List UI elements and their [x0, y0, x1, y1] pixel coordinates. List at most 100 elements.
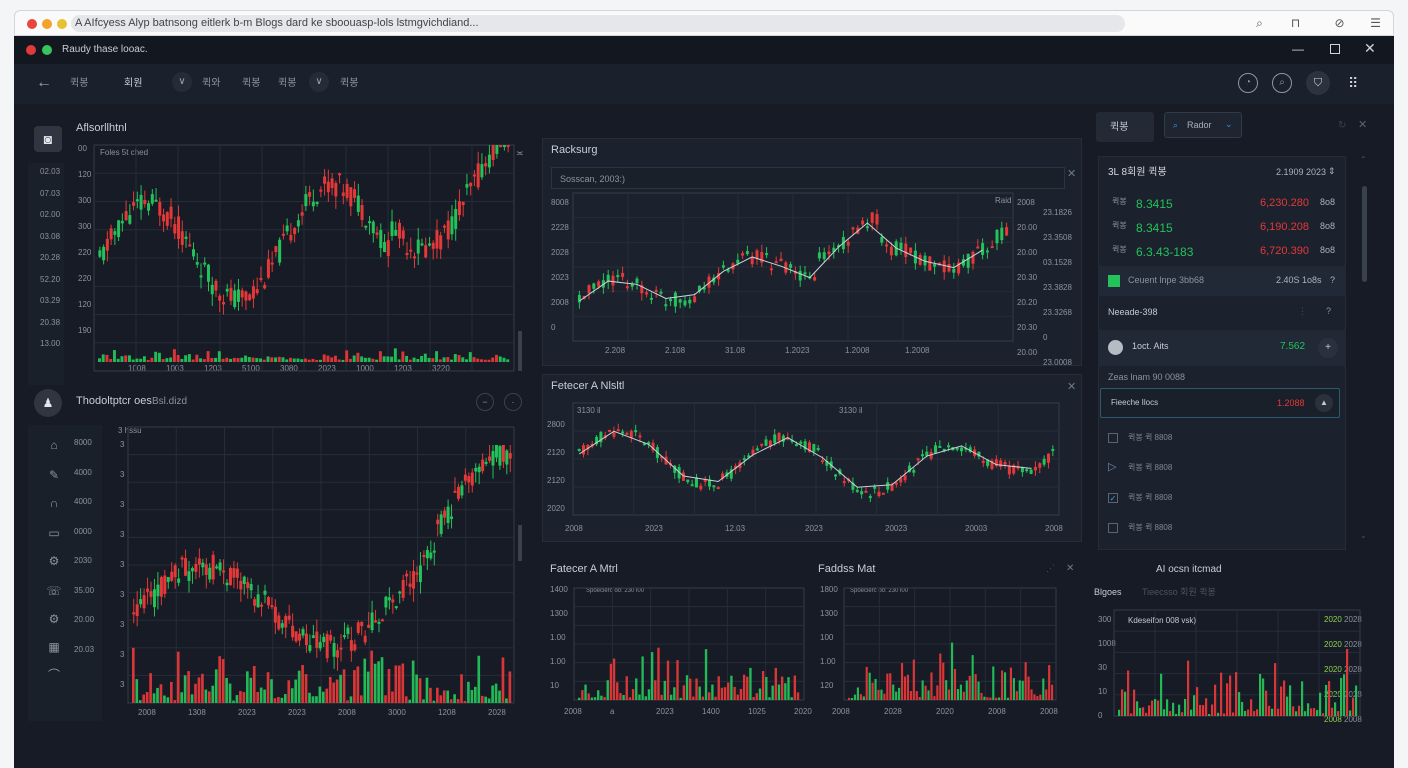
checkbox-1[interactable] [1108, 433, 1118, 443]
candle [885, 244, 889, 247]
share-icon[interactable]: ⊘ [1334, 16, 1345, 30]
volume-bar-chart[interactable] [812, 558, 1082, 722]
more-icon[interactable]: ⋰ [1046, 563, 1055, 573]
sort-icon[interactable]: ⇕ [1328, 166, 1336, 176]
alert-input[interactable]: Fieeche Ilocs 1.2088 ▲ [1100, 388, 1340, 418]
address-bar[interactable]: A AIfcyess Alyp batnsong eitlerk b-m Blo… [71, 15, 1125, 32]
play-icon[interactable]: ▷ [1108, 461, 1117, 473]
summary-row[interactable]: Ceuent lnpe 3bb68 2.40S 1o8s ? [1098, 266, 1346, 296]
add-icon[interactable]: + [1318, 338, 1338, 358]
volume-bar [874, 678, 877, 700]
volume-bar [1277, 708, 1280, 716]
minimize-icon[interactable]: — [1292, 42, 1304, 56]
candlestick-chart[interactable] [543, 375, 1083, 543]
close-icon[interactable]: ✕ [1067, 381, 1077, 393]
collapse-icon[interactable]: ≍ [516, 148, 524, 158]
bag-icon[interactable]: ▭ [48, 526, 60, 540]
headset-icon[interactable]: ∩ [49, 496, 59, 510]
candlestick-volume-chart[interactable] [28, 385, 528, 721]
volume-bar [370, 650, 374, 703]
candle [436, 519, 440, 525]
grid-menu-icon[interactable]: ⠿ [1348, 75, 1359, 91]
volume-bar [176, 651, 180, 703]
gear-icon[interactable]: ⚙ [48, 612, 60, 626]
search-icon[interactable]: ⌕ [1256, 16, 1263, 30]
menu-icon[interactable]: ☰ [1370, 16, 1381, 30]
alert-row[interactable]: 1oct. Aits 7.562 + [1098, 330, 1346, 366]
tab-watchlist[interactable]: 퀵봉 [1096, 112, 1154, 142]
volume-bar [142, 694, 146, 703]
bookmark-icon[interactable]: ⊓ [1290, 16, 1301, 30]
toolbar-item-2[interactable]: 회원 [124, 78, 143, 89]
candle [277, 615, 281, 630]
candle [192, 249, 196, 257]
back-arrow-icon[interactable]: ← [36, 74, 52, 91]
candle [816, 447, 820, 451]
minus-icon[interactable]: − [476, 393, 494, 411]
scroll-down-icon[interactable]: ⌄ [1360, 531, 1367, 540]
bell-icon[interactable]: ♟ [34, 389, 62, 417]
candle [686, 479, 690, 483]
close-dot[interactable] [27, 19, 37, 29]
candlestick-chart[interactable] [543, 139, 1083, 367]
settings-icon[interactable]: ⚙ [48, 554, 60, 568]
volume-bar-chart[interactable] [542, 558, 812, 722]
scrollbar[interactable]: ⌃ ⌄ [1360, 156, 1370, 550]
help-icon[interactable]: ? [1326, 306, 1332, 316]
more-icon[interactable]: ⋮ [1298, 306, 1307, 316]
scroll-thumb[interactable] [1362, 186, 1367, 282]
app-close-dot[interactable] [26, 45, 36, 55]
chevron-down-icon[interactable]: ∨ [172, 72, 192, 92]
candle [929, 452, 933, 459]
minimize-dot[interactable] [42, 19, 52, 29]
checkbox-4[interactable] [1108, 523, 1118, 533]
pen-icon[interactable]: ✎ [48, 468, 60, 482]
filter-input[interactable]: Sosscan, 2003:) [551, 167, 1065, 189]
volume-bar [297, 670, 301, 703]
tick-label: 2008 [1344, 715, 1362, 724]
maximize-icon[interactable] [1330, 44, 1340, 54]
candle [184, 236, 188, 239]
refresh-icon[interactable]: ↻ [1338, 120, 1347, 131]
candle [649, 297, 653, 300]
candlestick-chart[interactable] [28, 115, 528, 385]
shield-icon[interactable]: ⛉ [1306, 71, 1330, 95]
app-zoom-dot[interactable] [42, 45, 52, 55]
toolbar-item-4[interactable]: 퀵봉 [242, 78, 261, 89]
volume-bar [676, 660, 679, 700]
volume-bar [307, 359, 311, 362]
candle [135, 199, 139, 202]
info-icon[interactable]: ? [1330, 275, 1336, 285]
volume-bar [1214, 684, 1217, 716]
warning-icon[interactable]: ▲ [1315, 394, 1333, 412]
close-icon[interactable]: ✕ [1358, 119, 1368, 131]
checkbox-3[interactable]: ✓ [1108, 493, 1118, 503]
phone-icon[interactable]: ☏ [46, 584, 62, 598]
toolbar-item-1[interactable]: 퀵봉 [70, 78, 89, 89]
user-icon[interactable]: ⌒ [47, 668, 60, 682]
home-icon[interactable]: ⌂ [50, 438, 58, 452]
camera-icon[interactable]: ◙ [34, 126, 62, 152]
close-icon[interactable]: ✕ [1364, 40, 1376, 56]
close-icon[interactable]: ✕ [1066, 563, 1075, 574]
tick-label: 2020 [1324, 665, 1342, 674]
chart-icon[interactable]: ▦ [48, 640, 60, 654]
candle [301, 629, 305, 636]
settings-icon[interactable]: · [504, 393, 522, 411]
volume-bar [983, 696, 986, 700]
search-icon[interactable]: ⌕ [1272, 73, 1292, 93]
scroll-up-icon[interactable]: ⌃ [1360, 155, 1367, 164]
candle [721, 473, 725, 479]
candle [239, 580, 243, 590]
source-select[interactable]: ⌕ Rador ⌄ [1164, 112, 1242, 138]
maximize-dot[interactable] [57, 19, 67, 29]
toolbar-item-6[interactable]: 퀵봉 [340, 78, 359, 89]
toolbar-item-3[interactable]: 퀵와 [202, 78, 221, 89]
close-icon[interactable]: ✕ [1067, 168, 1077, 180]
clock-icon[interactable]: ◔ [1238, 73, 1258, 93]
toolbar-item-5[interactable]: 퀵봉 [278, 78, 297, 89]
candle [508, 453, 512, 459]
volume-bar-chart[interactable] [1090, 560, 1380, 722]
volume-bar [1262, 678, 1265, 716]
chevron-down-icon[interactable]: ∨ [309, 72, 329, 92]
